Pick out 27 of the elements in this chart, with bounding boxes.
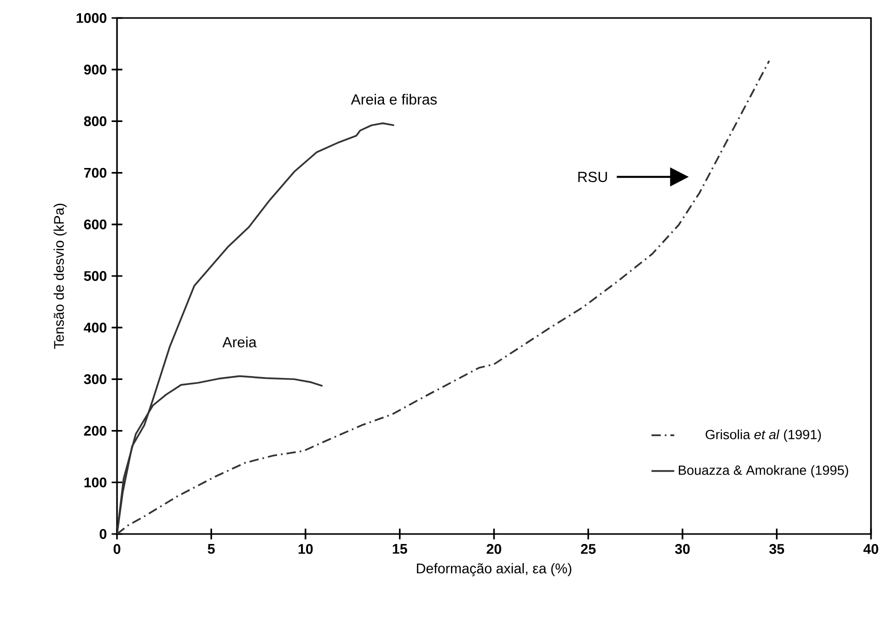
y-tick-label: 900 xyxy=(84,64,106,75)
y-tick-label: 200 xyxy=(84,426,106,436)
y-tick-label: 400 xyxy=(84,322,106,333)
annotation: Areia e fibras xyxy=(350,94,437,105)
x-tick-label: 20 xyxy=(486,544,502,554)
y-tick-label: 300 xyxy=(84,374,106,384)
annotation: Areia xyxy=(222,336,257,348)
x-tick-label: 5 xyxy=(208,544,215,554)
y-axis-title: Tensão de desvio (kPa) xyxy=(54,204,67,349)
x-tick-label: 35 xyxy=(769,544,784,554)
x-tick-label: 40 xyxy=(863,544,878,554)
x-tick-label: 30 xyxy=(675,544,690,554)
legend-label: Grisolia et al (1991) xyxy=(706,429,821,442)
x-tick-label: 0 xyxy=(114,544,120,554)
legend-label: Bouazza & Amokrane (1995) xyxy=(678,465,848,478)
annotation: RSU xyxy=(578,172,607,182)
y-tick-label: 1000 xyxy=(76,13,106,23)
y-tick-label: 700 xyxy=(84,168,106,178)
y-tick-label: 100 xyxy=(84,477,106,488)
x-axis-title: Deformação axial, εa (%) xyxy=(416,563,572,576)
x-tick-label: 15 xyxy=(392,544,408,554)
y-tick-label: 800 xyxy=(84,116,106,126)
y-tick-label: 0 xyxy=(100,529,106,539)
x-tick-label: 25 xyxy=(580,544,596,554)
y-tick-label: 600 xyxy=(84,219,106,230)
y-tick-label: 500 xyxy=(84,271,106,281)
x-tick-label: 10 xyxy=(298,544,313,554)
